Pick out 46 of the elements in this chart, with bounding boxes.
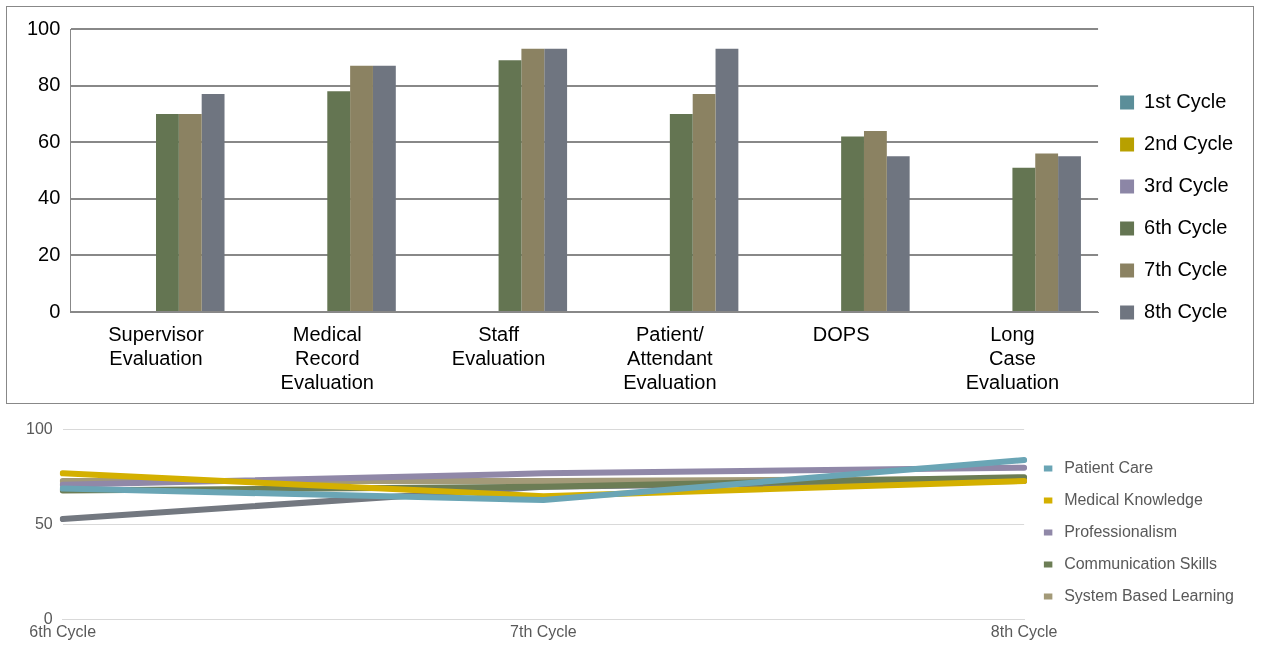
x-tick-label: 7th Cycle xyxy=(510,622,577,640)
bar xyxy=(156,113,179,311)
x-tick-label: 8th Cycle xyxy=(990,622,1058,640)
x-tick-label: Patient/ Attendant Evaluation xyxy=(623,322,717,393)
y-tick-label: 0 xyxy=(49,299,61,322)
bar xyxy=(669,113,693,311)
y-tick-label: 60 xyxy=(38,129,61,152)
y-tick-label: 0 xyxy=(43,610,53,628)
bar xyxy=(841,136,864,311)
bar xyxy=(1058,156,1081,311)
legend-label: Patient Care xyxy=(1064,458,1154,476)
legend-label: Communication Skills xyxy=(1064,554,1218,572)
bar xyxy=(692,94,716,311)
legend-label: Medical Knowledge xyxy=(1064,490,1203,508)
bar xyxy=(521,48,545,311)
y-tick-label: 20 xyxy=(38,242,61,265)
y-tick-label: 50 xyxy=(34,515,53,533)
bar xyxy=(1035,153,1059,311)
x-tick-label: Medical Record Evaluation xyxy=(280,322,374,393)
bar xyxy=(372,65,396,311)
bar xyxy=(544,48,568,311)
bar xyxy=(886,156,910,311)
legend-label: 8th Cycle xyxy=(1144,300,1228,323)
legend-label: 7th Cycle xyxy=(1144,258,1228,281)
x-tick-label: Staff Evaluation xyxy=(451,322,546,369)
y-tick-label: 40 xyxy=(38,186,61,209)
legend-label: 2nd Cycle xyxy=(1144,132,1233,155)
y-tick-label: 100 xyxy=(26,16,61,39)
legend-label: 1st Cycle xyxy=(1144,90,1227,113)
bar xyxy=(863,130,887,311)
y-tick-label: 100 xyxy=(25,420,53,438)
bar xyxy=(498,60,522,311)
legend-label: 6th Cycle xyxy=(1144,216,1228,239)
y-tick-label: 80 xyxy=(38,73,61,96)
bar xyxy=(327,91,351,311)
legend-label: 3rd Cycle xyxy=(1144,174,1229,197)
bar xyxy=(715,48,739,311)
bar xyxy=(350,65,373,311)
x-tick-label: Long Case Evaluation xyxy=(965,322,1060,393)
bar xyxy=(201,94,225,311)
x-tick-label: Supervisor Evaluation xyxy=(108,322,205,369)
legend-label: Professionalism xyxy=(1064,522,1178,540)
bar xyxy=(178,113,202,311)
bar xyxy=(1012,167,1036,311)
x-tick-label: DOPS xyxy=(812,322,870,345)
legend-label: System Based Learning xyxy=(1064,586,1234,604)
